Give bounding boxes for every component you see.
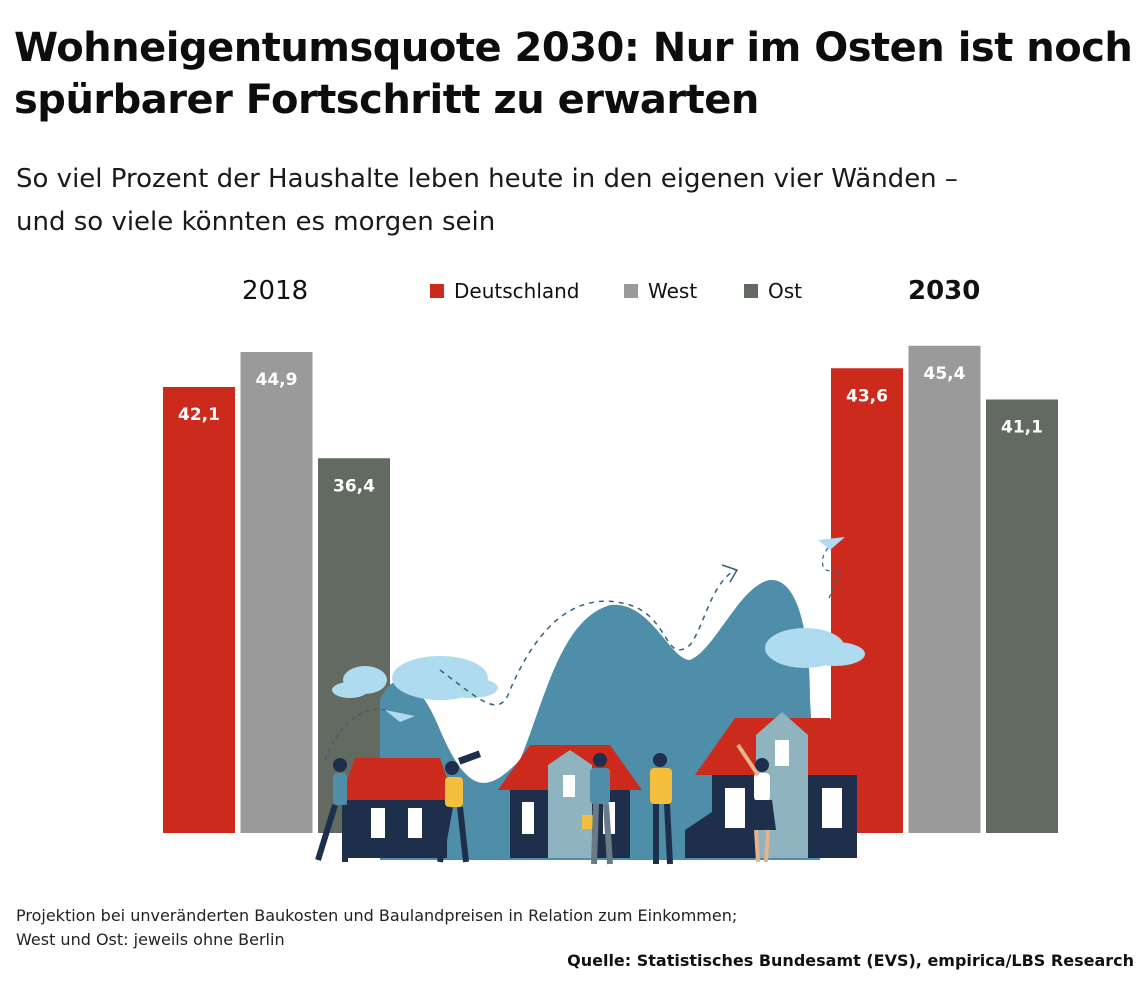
person-pointing: [736, 743, 776, 863]
house-right: [685, 712, 860, 858]
legend-label-deutschland: Deutschland: [454, 279, 580, 303]
person-with-briefcase: [582, 753, 613, 865]
bar-label-deutschland-2018: 42,1: [178, 405, 220, 425]
bar-label-west-2018: 44,9: [256, 370, 298, 390]
footnote: Projektion bei unveränderten Baukosten u…: [16, 904, 737, 952]
chart-subtitle: So viel Prozent der Haushalte leben heut…: [16, 158, 1126, 244]
paper-plane-icon: [818, 537, 845, 550]
house-left: [340, 758, 455, 858]
legend-swatch-deutschland: [430, 284, 444, 298]
person-with-telescope: [437, 750, 482, 863]
footnote-line-2: West und Ost: jeweils ohne Berlin: [16, 930, 285, 949]
paper-plane-icon-left: [385, 710, 415, 722]
subtitle-line-2: und so viele könnten es morgen sein: [16, 207, 496, 237]
chart-title: Wohneigentumsquote 2030: Nur im Osten is…: [14, 25, 1133, 123]
cloud-right: [765, 628, 865, 668]
bar-label-west-2030: 45,4: [924, 364, 966, 384]
dashed-loop: [821, 547, 840, 601]
person-with-bag: [315, 758, 348, 862]
legend-item-ost: Ost: [744, 279, 802, 303]
house-illustration: [315, 537, 865, 865]
bars-group: 42,1 43,6 44,9 45,4 36,4 41,1: [163, 345, 1058, 833]
legend-item-deutschland: Deutschland: [430, 279, 580, 303]
year-label-2018: 2018: [242, 276, 309, 306]
bar-label-ost-2030: 41,1: [1001, 418, 1043, 438]
legend-item-west: West: [624, 279, 697, 303]
dashed-path: [439, 569, 736, 706]
dashed-path-left: [324, 708, 386, 761]
house-middle: [498, 745, 642, 858]
mountain-shape: [380, 579, 820, 860]
legend-label-west: West: [648, 279, 698, 303]
legend-swatch-ost: [744, 284, 758, 298]
bar-deutschland-2018: [163, 387, 235, 833]
subtitle-line-1: So viel Prozent der Haushalte leben heut…: [16, 164, 958, 194]
year-label-2030: 2030: [908, 276, 981, 306]
bar-west-2030: [908, 345, 981, 833]
legend-label-ost: Ost: [768, 279, 803, 303]
source-credit: Quelle: Statistisches Bundesamt (EVS), e…: [567, 951, 1134, 970]
legend-swatch-west: [624, 284, 638, 298]
bar-ost-2030: [986, 399, 1058, 833]
arrow-head-icon: [721, 564, 739, 583]
bar-west-2018: [240, 352, 313, 833]
person-handshake: [650, 753, 673, 865]
bar-label-ost-2018: 36,4: [333, 476, 375, 496]
bar-label-deutschland-2030: 43,6: [846, 386, 888, 406]
footnote-line-1: Projektion bei unveränderten Baukosten u…: [16, 906, 738, 925]
